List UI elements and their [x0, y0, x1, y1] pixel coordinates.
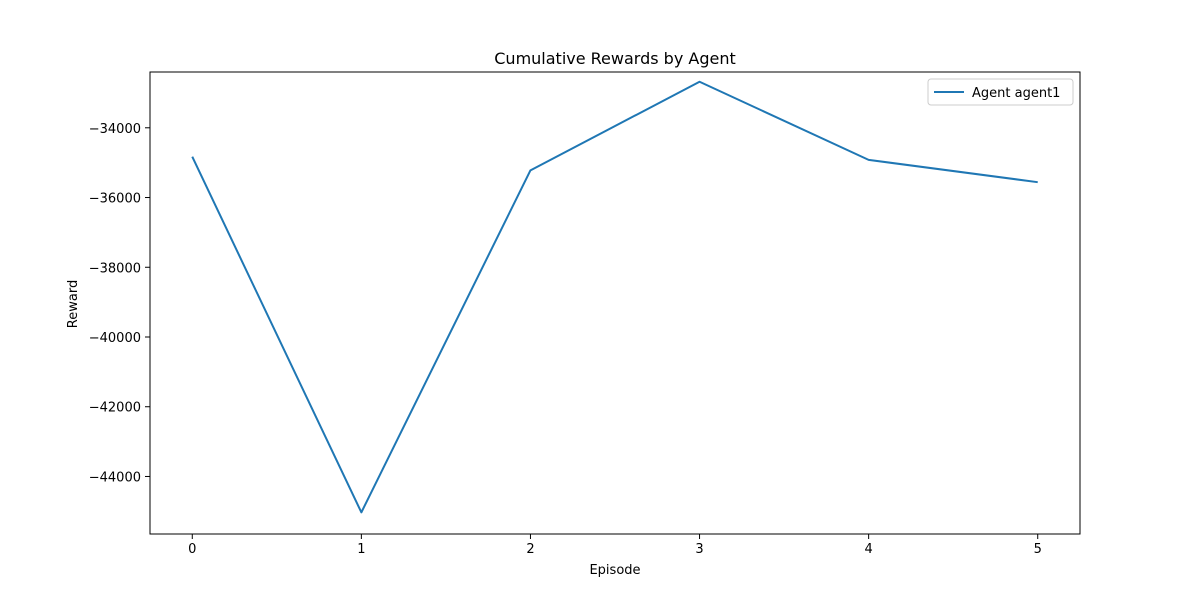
series-line-0 — [191, 80, 1038, 514]
x-tick-label-4: 4 — [864, 542, 872, 557]
plot-area: 0 1 2 3 4 5 −44000 −42000 −40000 −38000 −36000 −340… — [89, 71, 1081, 557]
y-tick-label-2: −40000 — [89, 331, 141, 346]
y-tick-label-3: −38000 — [89, 261, 141, 276]
x-tick-label-3: 3 — [695, 542, 703, 557]
x-tick-label-1: 1 — [357, 542, 365, 557]
plot-frame — [149, 71, 1081, 535]
legend-label-0: Agent agent1 — [972, 86, 1060, 101]
x-tick-label-2: 2 — [526, 542, 534, 557]
x-tick-label-5: 5 — [1034, 542, 1042, 557]
x-tick-label-0: 0 — [188, 542, 196, 557]
y-axis-label: Reward — [66, 280, 81, 328]
legend: Agent agent1 — [927, 78, 1074, 106]
y-tick-label-5: −34000 — [89, 122, 141, 137]
x-axis-label: Episode — [589, 563, 640, 578]
y-tick-label-0: −44000 — [89, 470, 141, 485]
y-tick-label-1: −42000 — [89, 401, 141, 416]
y-tick-label-4: −36000 — [89, 192, 141, 207]
chart-title: Cumulative Rewards by Agent — [494, 49, 735, 68]
legend-box — [927, 78, 1074, 106]
